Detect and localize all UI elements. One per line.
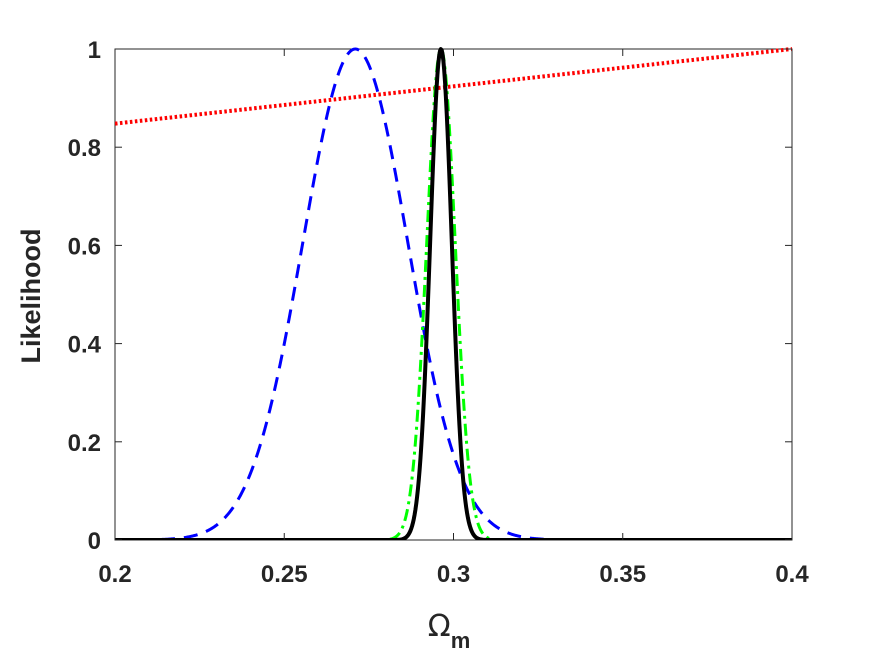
plot-area (114, 47, 793, 541)
tick-marks (114, 48, 793, 541)
x-tick-label: 0.3 (437, 561, 470, 588)
series-line-3-dashdot (115, 47, 792, 540)
series-line-4-solid (115, 47, 792, 540)
y-axis-label: Likelihood (16, 229, 46, 364)
y-tick-label: 0.6 (68, 233, 101, 260)
series-layer (115, 47, 792, 540)
y-tick-labels: 0 0.2 0.4 0.6 0.8 1 (68, 37, 102, 555)
x-tick-label: 0.2 (98, 561, 131, 588)
y-tick-label: 0.4 (68, 332, 102, 359)
x-tick-label: 0.35 (599, 561, 646, 588)
x-tick-labels: 0.2 0.25 0.3 0.35 0.4 (98, 561, 809, 588)
y-tick-label: 1 (88, 37, 101, 64)
x-axis-label-subscript: m (451, 628, 471, 653)
x-axis-label-symbol: Ω (428, 609, 451, 644)
x-axis-label: Ωm (428, 609, 471, 653)
y-tick-label: 0.8 (68, 135, 101, 162)
series-line-1-dashed (115, 47, 792, 540)
y-tick-label: 0 (88, 528, 101, 555)
series-line-2-dotted (115, 47, 792, 126)
y-tick-label: 0.2 (68, 430, 101, 457)
x-tick-label: 0.25 (261, 561, 308, 588)
x-tick-label: 0.4 (775, 561, 809, 588)
